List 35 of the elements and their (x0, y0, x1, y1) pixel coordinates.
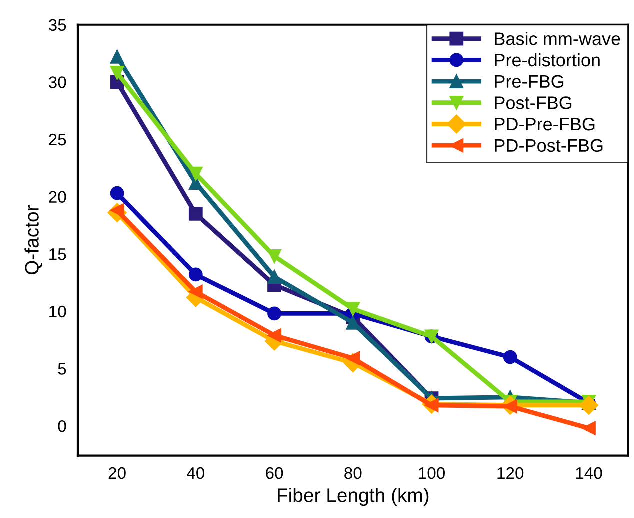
legend-label: PD-Post-FBG (495, 139, 603, 152)
y-tick-label: 10 (50, 306, 66, 318)
point (110, 50, 124, 64)
point (268, 249, 282, 264)
x-tick-label: 40 (187, 467, 205, 480)
point (268, 306, 282, 321)
x-axis-title: Fiber Length (km) (278, 488, 429, 506)
x-tick-label: 80 (344, 467, 362, 480)
legend-label: PD-Pre-FBG (495, 118, 595, 131)
y-tick-label: 15 (50, 248, 66, 260)
legend-label: Pre-distortion (495, 53, 600, 67)
point (188, 268, 203, 282)
y-tick-label: 25 (49, 134, 66, 146)
x-tick-label: 60 (266, 467, 284, 480)
y-tick-label: 0 (58, 420, 66, 432)
legend-label: Basic mm-wave (495, 32, 620, 46)
point (188, 207, 203, 221)
legend-label: Post-FBG (495, 96, 572, 110)
x-tick-label: 140 (576, 467, 602, 480)
x-tick-label: 20 (108, 467, 126, 480)
x-tick-label: 120 (498, 467, 524, 480)
y-tick-label: 30 (48, 76, 66, 88)
point (579, 396, 599, 415)
y-tick-label: 35 (48, 19, 66, 32)
legend-label: Pre-FBG (495, 75, 564, 88)
y-tick-label: 20 (49, 191, 66, 203)
point (110, 186, 124, 200)
y-axis-title: Q-factor (24, 206, 42, 275)
point (188, 166, 203, 181)
point (268, 270, 282, 284)
y-tick-label: 5 (58, 363, 66, 375)
point (110, 66, 124, 80)
x-tick-label: 100 (419, 467, 446, 480)
point (503, 350, 518, 364)
point (582, 421, 596, 436)
